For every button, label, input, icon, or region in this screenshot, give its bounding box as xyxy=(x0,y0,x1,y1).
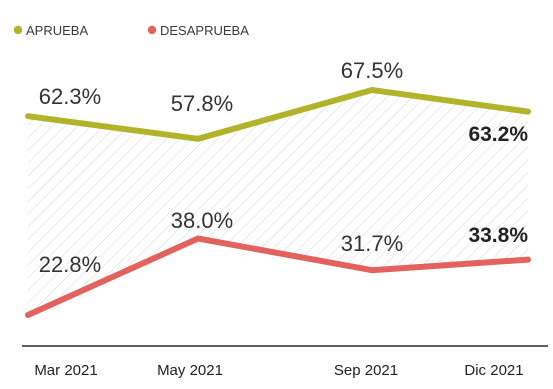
x-tick-label: Mar 2021 xyxy=(34,362,97,379)
x-tick-label: Sep 2021 xyxy=(334,362,398,379)
legend-label-aprueba: APRUEBA xyxy=(26,23,88,38)
data-label-aprueba: 62.3% xyxy=(39,84,101,109)
x-tick-label: May 2021 xyxy=(157,362,223,379)
legend-marker-desaprueba xyxy=(148,26,156,34)
data-label-aprueba: 63.2% xyxy=(468,123,528,146)
legend-marker-aprueba xyxy=(14,26,22,34)
data-label-desaprueba: 22.8% xyxy=(39,252,101,277)
data-label-aprueba: 57.8% xyxy=(171,91,233,116)
data-label-aprueba: 67.5% xyxy=(341,58,403,83)
legend: APRUEBA DESAPRUEBA xyxy=(14,23,249,38)
data-label-desaprueba: 38.0% xyxy=(171,208,233,233)
x-axis: Mar 2021 May 2021 Sep 2021 Dic 2021 xyxy=(22,346,548,379)
x-tick-label: Dic 2021 xyxy=(464,362,523,379)
data-label-desaprueba: 31.7% xyxy=(341,231,403,256)
data-label-desaprueba: 33.8% xyxy=(468,224,528,247)
legend-label-desaprueba: DESAPRUEBA xyxy=(160,23,249,38)
